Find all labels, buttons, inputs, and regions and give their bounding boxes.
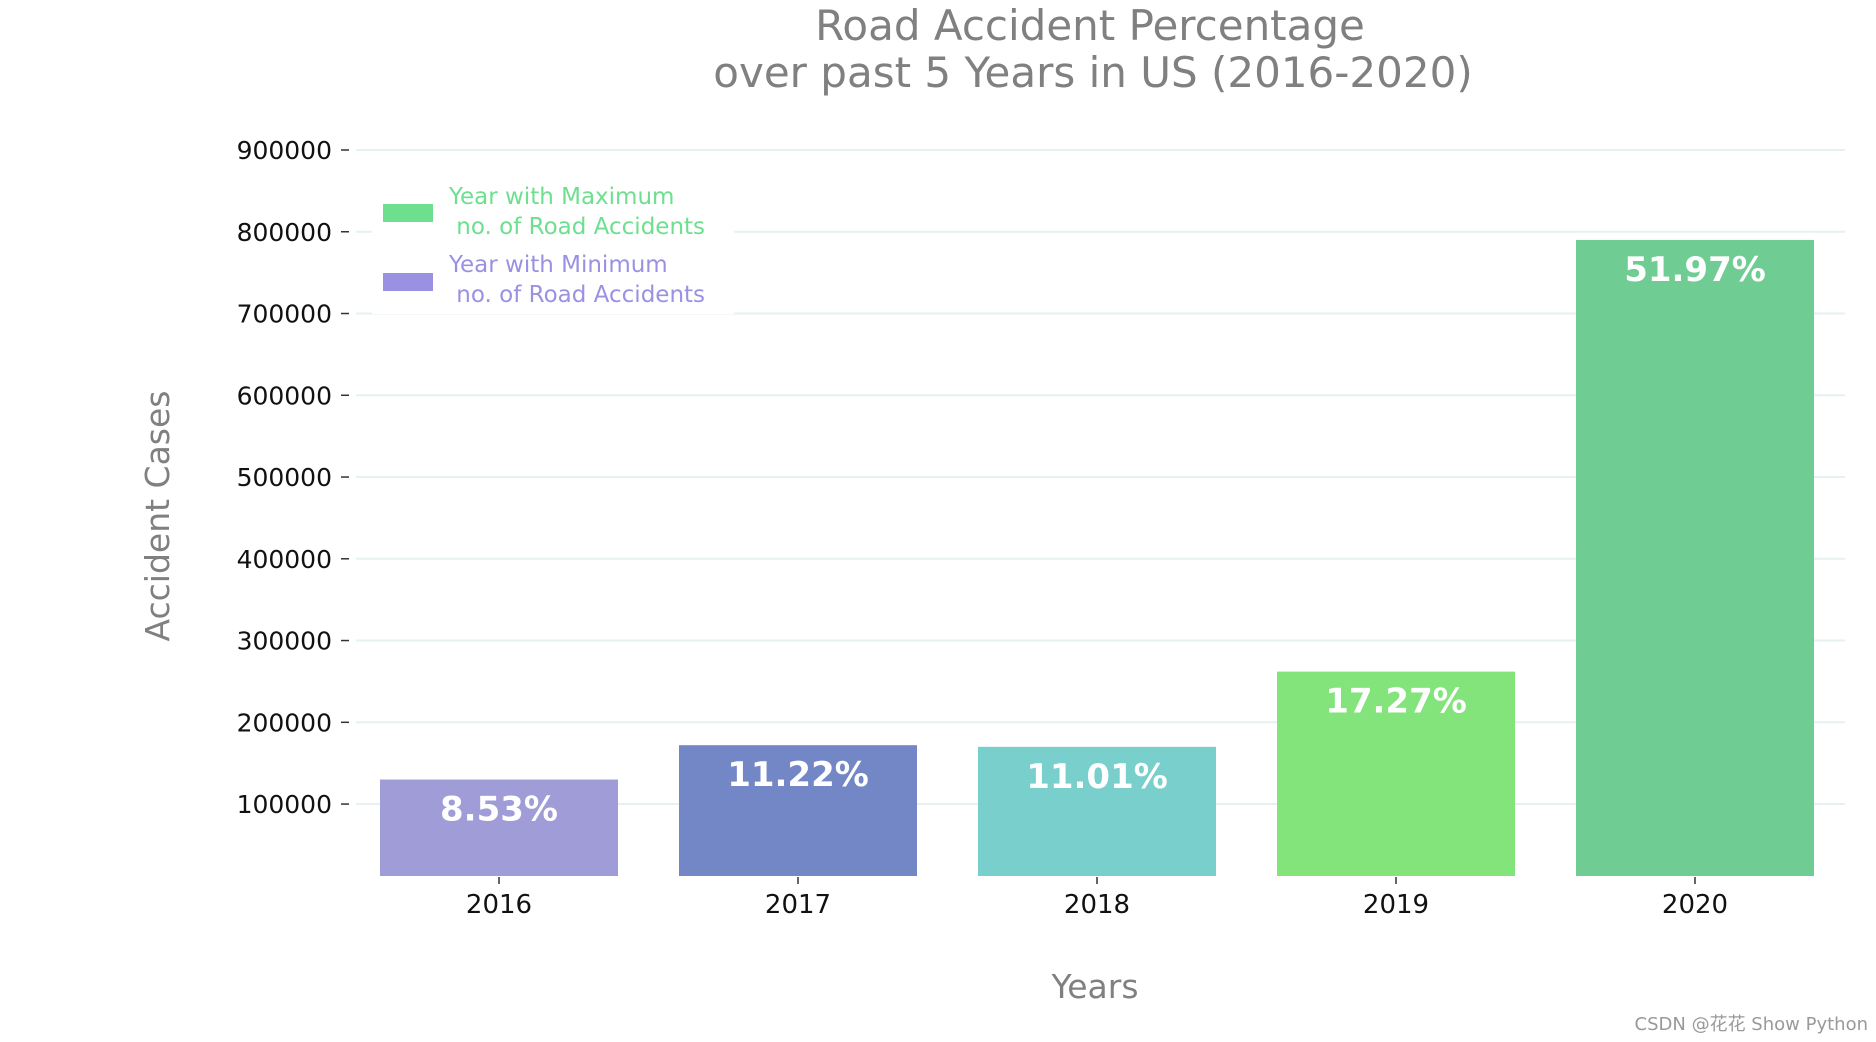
bar-value-labels: 8.53% 11.22% 11.01% 17.27% 51.97%	[440, 250, 1766, 830]
bar-2016	[380, 779, 618, 876]
bar-2018	[978, 746, 1216, 876]
x-axis-label: Years	[1050, 967, 1138, 1006]
watermark: CSDN @花花 Show Python	[1635, 1014, 1868, 1035]
bar-2019	[1277, 671, 1515, 876]
bar-2020	[1576, 239, 1814, 876]
y-axis-label: Accident Cases	[138, 391, 177, 642]
x-tick-label-2018: 2018	[1064, 890, 1130, 920]
legend-label-max-line-2: no. of Road Accidents	[449, 214, 705, 240]
y-tick-label-500000: 500000	[237, 463, 332, 492]
bar-label-2017: 11.22%	[727, 755, 869, 795]
chart-title-line-1: Road Accident Percentage	[815, 1, 1365, 50]
bar-label-2019: 17.27%	[1325, 682, 1467, 722]
bar-label-2020: 51.97%	[1624, 250, 1766, 290]
y-tick-label-100000: 100000	[237, 790, 332, 819]
y-tick-label-300000: 300000	[237, 627, 332, 656]
bars	[380, 239, 1814, 876]
y-tick-label-900000: 900000	[237, 136, 332, 165]
y-tick-label-700000: 700000	[237, 300, 332, 329]
y-tick-label-200000: 200000	[237, 708, 332, 737]
x-tick-label-2016: 2016	[466, 890, 532, 920]
y-tick-label-600000: 600000	[237, 381, 332, 410]
x-tick-label-2017: 2017	[765, 890, 831, 920]
bar-label-2018: 11.01%	[1026, 757, 1168, 797]
y-axis-ticks: 100000 200000 300000 400000 500000 600000 7000…	[237, 136, 349, 819]
x-tick-label-2019: 2019	[1363, 890, 1429, 920]
legend-swatch-max	[383, 204, 433, 222]
bar-label-2016: 8.53%	[440, 790, 558, 830]
x-tick-label-2020: 2020	[1662, 890, 1728, 920]
y-tick-label-800000: 800000	[237, 218, 332, 247]
legend-label-min-line-2: no. of Road Accidents	[449, 282, 705, 308]
legend-label-min-line-1: Year with Minimum	[448, 252, 668, 278]
chart-title-line-2: over past 5 Years in US (2016-2020)	[713, 48, 1472, 97]
y-tick-label-400000: 400000	[237, 545, 332, 574]
x-axis-ticks: 2016 2017 2018 2019 2020	[466, 877, 1728, 920]
legend: Year with Maximum no. of Road Accidents …	[372, 178, 734, 314]
bar-2017	[679, 745, 917, 876]
legend-label-max-line-1: Year with Maximum	[448, 184, 674, 210]
legend-swatch-min	[383, 273, 433, 291]
legend-background	[372, 178, 734, 314]
